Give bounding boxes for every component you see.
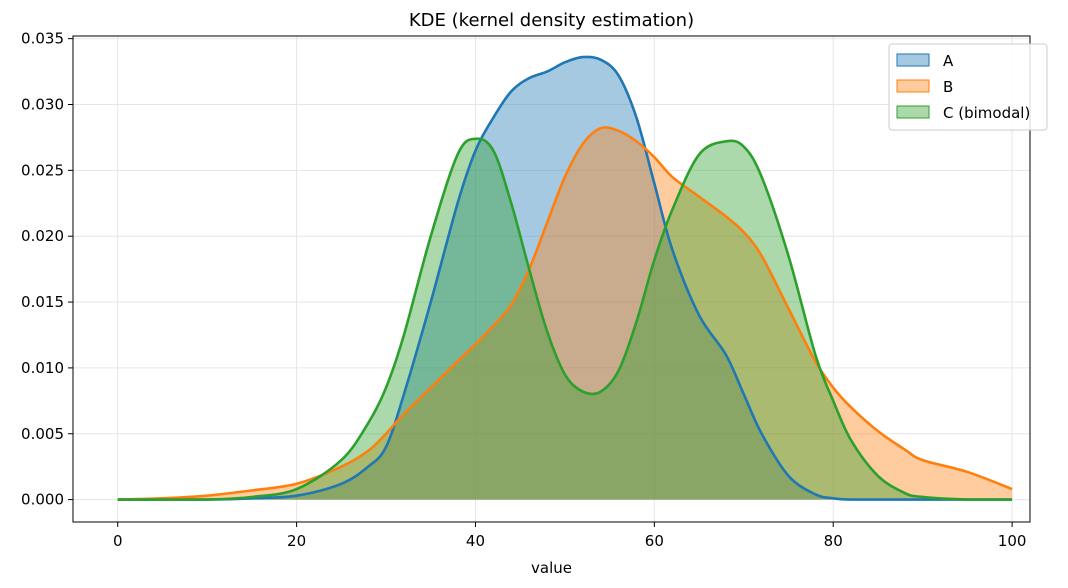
x-tick-label: 100 <box>998 532 1027 550</box>
area-c-bimodal <box>117 138 1013 500</box>
legend-swatch <box>896 79 930 93</box>
x-axis-label: value <box>531 559 572 577</box>
x-tick-label: 60 <box>645 532 664 550</box>
legend-swatch <box>896 53 930 67</box>
legend-label: B <box>943 78 953 96</box>
series-lines <box>117 55 1013 501</box>
y-tick-label: 0.035 <box>21 30 64 48</box>
area-a <box>117 56 1013 500</box>
y-tick-label: 0.015 <box>21 293 64 311</box>
line-b <box>117 126 1013 501</box>
plot-frame <box>72 35 1031 523</box>
y-tick-label: 0.025 <box>21 161 64 179</box>
x-tick-label: 40 <box>466 532 485 550</box>
line-c-bimodal <box>117 137 1013 501</box>
legend-label: C (bimodal) <box>943 104 1030 122</box>
legend-swatch <box>896 105 930 119</box>
y-tick-label: 0.000 <box>21 491 64 509</box>
area-fills <box>117 56 1013 500</box>
legend-label: A <box>943 52 954 70</box>
x-tick-label: 20 <box>287 532 306 550</box>
y-tick-label: 0.010 <box>21 359 64 377</box>
area-b <box>117 127 1013 500</box>
chart-title: KDE (kernel density estimation) <box>409 10 694 31</box>
y-tick-label: 0.005 <box>21 425 64 443</box>
x-tick-label: 0 <box>113 532 123 550</box>
y-axis-ticks: 0.000 0.005 0.010 0.015 0.020 0.025 0.030 0.035 <box>21 30 73 509</box>
y-tick-label: 0.030 <box>21 95 64 113</box>
x-tick-label: 80 <box>824 532 843 550</box>
line-a <box>117 55 1013 501</box>
x-axis-ticks: 0 20 40 60 80 100 <box>113 522 1026 550</box>
legend: AB C (bimodal) <box>888 43 1048 131</box>
y-tick-label: 0.020 <box>21 227 64 245</box>
